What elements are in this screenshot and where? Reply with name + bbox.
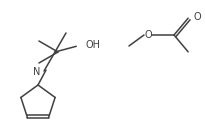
Text: O: O <box>144 30 151 40</box>
Text: N: N <box>33 67 40 77</box>
Text: OH: OH <box>85 40 100 50</box>
Text: O: O <box>192 12 200 22</box>
